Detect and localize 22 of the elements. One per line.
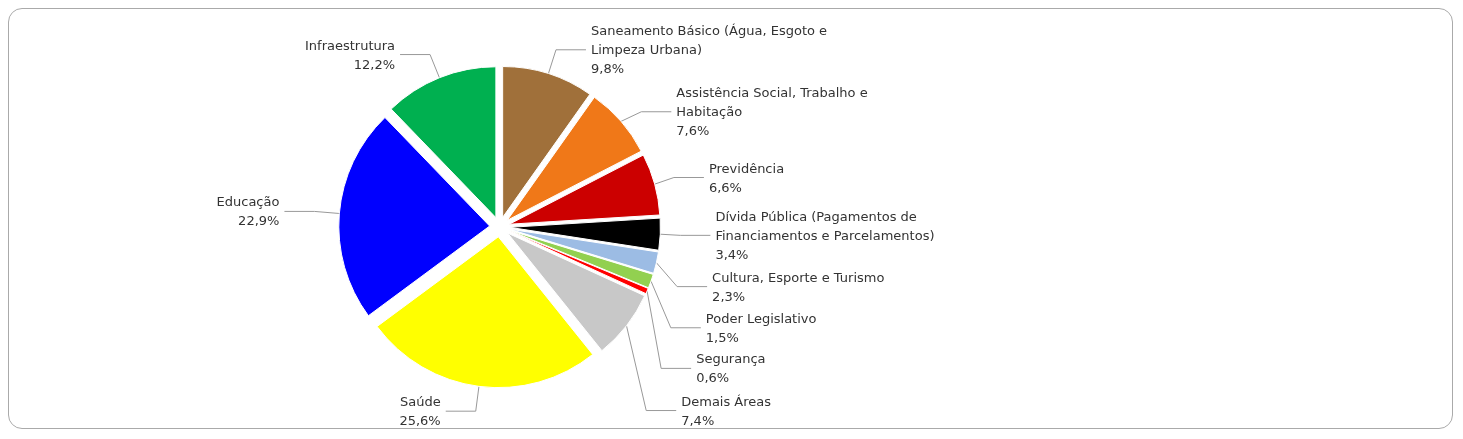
data-label: 7,4%	[681, 412, 715, 428]
slice-label: Educação	[216, 194, 280, 210]
slice-label: Previdência	[708, 160, 785, 176]
slice-label: Segurança	[696, 351, 766, 367]
data-label: 3,4%	[715, 246, 749, 262]
slice-label: Dívida Pública (Pagamentos de Financiamentos e Parcelamentos)	[715, 208, 935, 243]
slice-label: Cultura, Esporte e Turismo	[712, 269, 885, 285]
data-label: 2,3%	[712, 288, 746, 304]
slice-label: Saúde	[400, 394, 441, 410]
slice-label: Poder Legislativo	[705, 310, 817, 326]
slice-label: Assistência Social, Trabalho e Habitação	[676, 85, 872, 120]
data-label: 7,6%	[676, 123, 710, 139]
data-label: 22,9%	[238, 213, 280, 229]
data-label: 6,6%	[708, 179, 742, 195]
data-label: 25,6%	[399, 413, 441, 429]
slice-label: Demais Áreas	[681, 393, 772, 409]
data-label: 0,6%	[696, 370, 730, 386]
data-label: 1,5%	[705, 329, 739, 345]
slice-label: Infraestrutura	[304, 37, 396, 53]
data-label: 12,2%	[353, 56, 396, 72]
slice-label: Saneamento Básico (Água, Esgoto e Limpeza Urbana)	[590, 23, 832, 58]
data-label: 9,8%	[590, 61, 625, 77]
